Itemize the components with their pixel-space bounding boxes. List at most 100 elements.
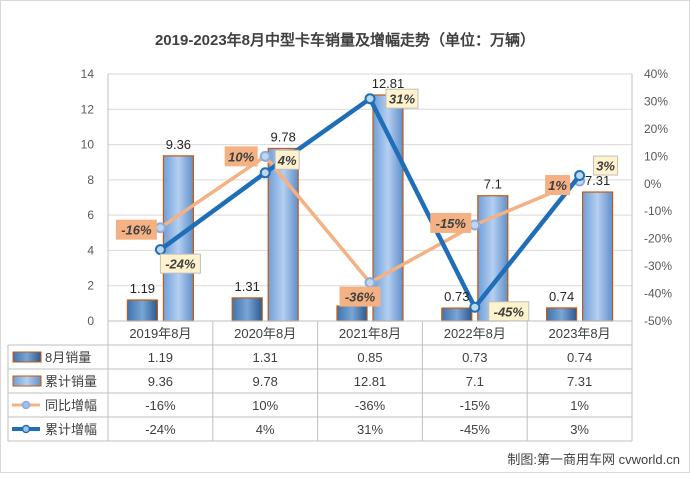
label-text: 4% bbox=[277, 153, 297, 168]
y-left-tick-label: 14 bbox=[81, 67, 95, 81]
table-cell: 1% bbox=[570, 398, 589, 413]
legend-label: 同比增幅 bbox=[45, 398, 97, 413]
line-point bbox=[154, 244, 166, 256]
bar-monthly-sales bbox=[441, 307, 473, 322]
legend-entry: 同比增幅 bbox=[12, 398, 97, 413]
y-right-tick-label: 0% bbox=[644, 177, 662, 191]
table-cell: -15% bbox=[460, 398, 491, 413]
label-text: 10% bbox=[228, 149, 254, 164]
label-text: -45% bbox=[494, 304, 525, 319]
table-cell: 7.31 bbox=[567, 374, 592, 389]
bar-value-label: 7.31 bbox=[585, 173, 610, 188]
bar-monthly-sales bbox=[126, 299, 159, 322]
chart-title: 2019-2023年8月中型卡车销量及增幅走势（单位：万辆） bbox=[155, 31, 535, 49]
table-cell: -45% bbox=[460, 422, 491, 437]
label-box bbox=[274, 149, 300, 170]
label-text: 3% bbox=[596, 159, 615, 174]
legend-entry: 累计增幅 bbox=[12, 422, 97, 437]
bar-value-label: 1.19 bbox=[130, 281, 155, 296]
data-table: 2019年8月 2020年8月 2021年8月 2022年8月 2023年8月 8月销量 1… bbox=[7, 74, 633, 442]
legend-label: 8月销量 bbox=[45, 350, 91, 365]
label-text: -15% bbox=[436, 216, 467, 231]
label-box bbox=[593, 155, 619, 176]
line-series bbox=[154, 93, 586, 313]
data-labels: 1.191.310.850.730.749.369.7812.817.17.31… bbox=[115, 76, 619, 322]
table-cell: 4% bbox=[256, 422, 275, 437]
table-cell: -24% bbox=[145, 422, 176, 437]
table-cell: -16% bbox=[145, 398, 176, 413]
label-text: 31% bbox=[389, 92, 415, 107]
yoy-growth-label: -36% bbox=[339, 286, 381, 307]
y-right-tick-label: -20% bbox=[644, 232, 672, 246]
bar-value-label: 7.1 bbox=[484, 177, 502, 192]
y-right-tick-label: 10% bbox=[644, 149, 668, 163]
bar-value-label: 1.31 bbox=[235, 279, 260, 294]
y-right-tick-label: 30% bbox=[644, 94, 668, 108]
cumulative-growth-label: 31% bbox=[385, 88, 419, 109]
y-right-tick-label: -30% bbox=[644, 259, 672, 273]
legend-marker bbox=[21, 400, 31, 410]
label-text: 1% bbox=[548, 178, 567, 193]
table-cell: 1.19 bbox=[148, 350, 173, 365]
label-box bbox=[224, 146, 258, 167]
y-axis-right: -50% -40% -30% -20% -10% 0% 10% 20% 30% 40% bbox=[644, 67, 672, 328]
table-cell: 12.81 bbox=[354, 374, 387, 389]
line-point bbox=[469, 301, 481, 313]
y-left-tick-label: 8 bbox=[87, 173, 94, 187]
legend-marker bbox=[21, 424, 31, 434]
cumulative-growth-label: 3% bbox=[593, 155, 619, 176]
bar-value-label: 9.78 bbox=[271, 129, 296, 144]
line-point bbox=[469, 219, 481, 231]
table-cell: 9.78 bbox=[253, 374, 278, 389]
label-text: -24% bbox=[165, 257, 196, 272]
y-left-tick-label: 2 bbox=[87, 279, 94, 293]
cumulative-growth-label: -45% bbox=[488, 301, 530, 322]
yoy-growth-label: -16% bbox=[115, 219, 157, 240]
legend-swatch bbox=[12, 375, 42, 387]
y-left-tick-label: 6 bbox=[87, 208, 94, 222]
bar-monthly-sales bbox=[336, 305, 368, 322]
y-left-tick-label: 12 bbox=[81, 102, 95, 116]
x-category-label: 2019年8月 bbox=[129, 326, 191, 341]
bar-value-label: 12.81 bbox=[372, 76, 405, 91]
line-point bbox=[259, 150, 271, 162]
table-cell: 0.73 bbox=[462, 350, 487, 365]
line-point bbox=[154, 222, 166, 234]
label-text: -16% bbox=[121, 223, 152, 238]
table-cell: 3% bbox=[570, 422, 589, 437]
table-cell: 31% bbox=[357, 422, 383, 437]
table-cell: 0.74 bbox=[567, 350, 592, 365]
line-point bbox=[364, 277, 376, 289]
label-box bbox=[430, 212, 472, 233]
bar-value-label: 0.74 bbox=[549, 289, 574, 304]
cumulative-growth-label: 4% bbox=[274, 149, 300, 170]
table-cell: 9.36 bbox=[148, 374, 173, 389]
table-cell: 1.31 bbox=[253, 350, 278, 365]
y-left-tick-label: 0 bbox=[87, 314, 94, 328]
label-box bbox=[159, 253, 201, 274]
y-left-tick-label: 4 bbox=[87, 243, 94, 257]
legend-label: 累计增幅 bbox=[45, 422, 97, 437]
yoy-growth-label: 1% bbox=[545, 175, 571, 196]
line-point bbox=[574, 170, 586, 182]
label-text: -36% bbox=[345, 290, 376, 305]
y-left-tick-label: 10 bbox=[81, 138, 95, 152]
legend-label: 累计销量 bbox=[45, 374, 97, 389]
y-right-tick-label: 20% bbox=[644, 122, 668, 136]
bar-monthly-sales bbox=[545, 307, 578, 322]
y-right-tick-label: -40% bbox=[644, 287, 672, 301]
table-cell: 0.85 bbox=[357, 350, 382, 365]
label-box bbox=[339, 286, 381, 307]
y-right-tick-label: -10% bbox=[644, 204, 672, 218]
legend-entry: 8月销量 bbox=[12, 350, 91, 365]
legend-entry: 累计销量 bbox=[12, 374, 97, 389]
bar-cumulative-sales bbox=[267, 147, 299, 322]
bar-value-label: 9.36 bbox=[166, 137, 191, 152]
legend-swatch bbox=[12, 351, 42, 363]
x-category-label: 2020年8月 bbox=[234, 326, 296, 341]
yoy-growth-label: 10% bbox=[224, 146, 258, 167]
label-box bbox=[385, 88, 419, 109]
label-box bbox=[115, 219, 157, 240]
